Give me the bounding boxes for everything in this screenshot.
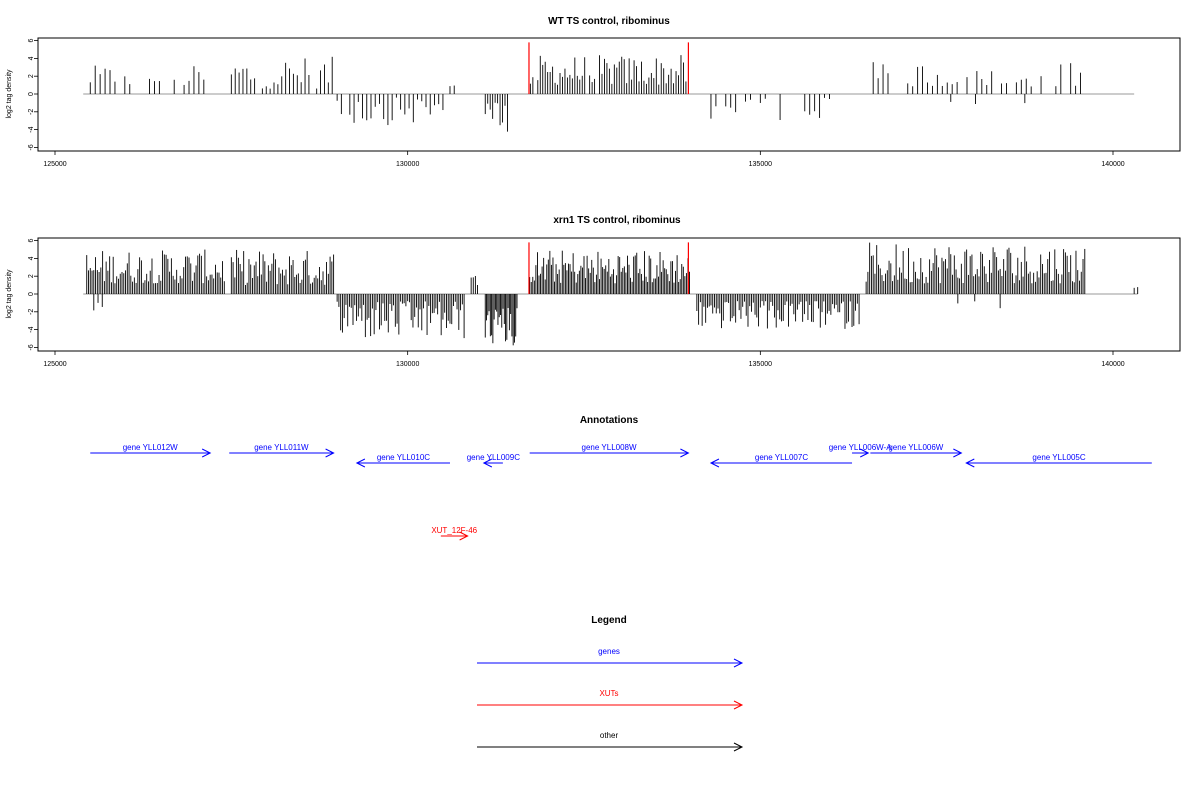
annotations-title: Annotations (580, 415, 639, 426)
legend-label: XUTs (599, 689, 618, 698)
legend-arrow-head (733, 658, 744, 668)
wt-track-panel: WT TS control, ribominus log2 tag densit… (6, 16, 1181, 168)
x-tick-label: 130000 (396, 361, 419, 368)
y-tick-label: 0 (28, 292, 35, 296)
annotation-features: gene YLL012W gene YLL011W gene YLL010C gene… (90, 443, 1152, 541)
x-tick-label: 130000 (396, 161, 419, 168)
wt-track-y-axis: 6 4 2 0 -2 -4 -6 (28, 39, 38, 151)
annotation-feature: gene YLL009C (467, 453, 520, 468)
y-tick-label: -6 (28, 344, 35, 350)
legend-items: genes XUTs other (477, 647, 744, 752)
y-tick-label: -4 (28, 126, 35, 132)
wt-track-title: WT TS control, ribominus (548, 16, 670, 27)
annotation-arrow-head (201, 448, 212, 458)
legend-arrow-head (733, 742, 744, 752)
annotation-feature: gene YLL006W (870, 443, 963, 458)
y-tick-label: -2 (28, 109, 35, 115)
xrn1-track-bars (83, 242, 1139, 346)
y-tick-label: 2 (28, 274, 35, 278)
x-tick-label: 135000 (749, 361, 772, 368)
x-tick-label: 125000 (43, 361, 66, 368)
annotation-label: gene YLL006W-A (829, 443, 893, 452)
y-tick-label: -6 (28, 144, 35, 150)
annotation-arrow-head (953, 448, 963, 458)
y-tick-label: 0 (28, 92, 35, 96)
annotation-arrow-head (459, 531, 469, 541)
y-tick-label: 4 (28, 256, 35, 260)
legend-arrow-head (733, 700, 744, 710)
xrn1-track-y-axis: 6 4 2 0 -2 -4 -6 (28, 239, 38, 351)
annotation-label: gene YLL007C (755, 453, 808, 462)
annotation-label: XUT_12F-46 (431, 526, 477, 535)
annotation-feature: gene YLL008W (529, 443, 690, 458)
annotation-arrow-head (355, 458, 366, 468)
annotation-arrow-head (965, 458, 975, 468)
annotation-label: gene YLL008W (582, 443, 637, 452)
annotation-arrow-head (709, 458, 720, 468)
wt-track-ylabel: log2 tag density (6, 69, 13, 119)
legend-item: genes (477, 647, 744, 668)
y-tick-label: 6 (28, 239, 35, 243)
x-tick-label: 140000 (1101, 161, 1124, 168)
wt-track-x-axis: 125000 130000 135000 140000 (43, 151, 1125, 168)
annotation-feature: gene YLL006W-A (829, 443, 893, 458)
x-tick-label: 125000 (43, 161, 66, 168)
annotation-label: gene YLL005C (1032, 453, 1085, 462)
xrn1-track-title: xrn1 TS control, ribominus (553, 215, 681, 226)
annotation-arrow-head (860, 448, 870, 458)
wt-track-bars (83, 42, 1135, 132)
legend-label: other (600, 731, 619, 740)
xrn1-track-panel: xrn1 TS control, ribominus log2 tag dens… (6, 215, 1181, 368)
xrn1-track-ylabel: log2 tag density (6, 269, 13, 319)
legend-title: Legend (591, 615, 627, 626)
annotation-feature: gene YLL010C (355, 453, 450, 468)
annotation-feature: gene YLL005C (965, 453, 1152, 468)
legend-label: genes (598, 647, 620, 656)
annotation-arrow-head (325, 448, 335, 458)
y-tick-label: -4 (28, 326, 35, 332)
x-tick-label: 140000 (1101, 361, 1124, 368)
annotation-feature: gene YLL012W (90, 443, 212, 458)
annotation-feature: XUT_12F-46 (431, 526, 478, 541)
y-tick-label: 2 (28, 74, 35, 78)
annotation-arrow-head (482, 458, 493, 468)
legend-panel: Legend genes XUTs other (477, 615, 744, 752)
annotation-arrow-head (680, 448, 690, 458)
xrn1-track-plot-frame (37, 237, 1181, 352)
y-tick-label: 4 (28, 56, 35, 60)
y-tick-label: 6 (28, 39, 35, 43)
annotation-label: gene YLL006W (888, 443, 943, 452)
x-tick-label: 135000 (749, 161, 772, 168)
annotation-label: gene YLL011W (254, 443, 309, 452)
legend-item: XUTs (477, 689, 744, 710)
y-tick-label: -2 (28, 309, 35, 315)
annotation-feature: gene YLL007C (709, 453, 853, 468)
xrn1-track-x-axis: 125000 130000 135000 140000 (43, 351, 1125, 368)
legend-item: other (477, 731, 744, 752)
annotation-label: gene YLL009C (467, 453, 520, 462)
annotation-label: gene YLL012W (123, 443, 178, 452)
annotation-feature: gene YLL011W (229, 443, 335, 458)
wt-track-plot-frame (37, 37, 1181, 152)
annotations-panel: Annotations gene YLL012W gene YLL011Wgene… (90, 415, 1152, 541)
annotation-label: gene YLL010C (377, 453, 430, 462)
